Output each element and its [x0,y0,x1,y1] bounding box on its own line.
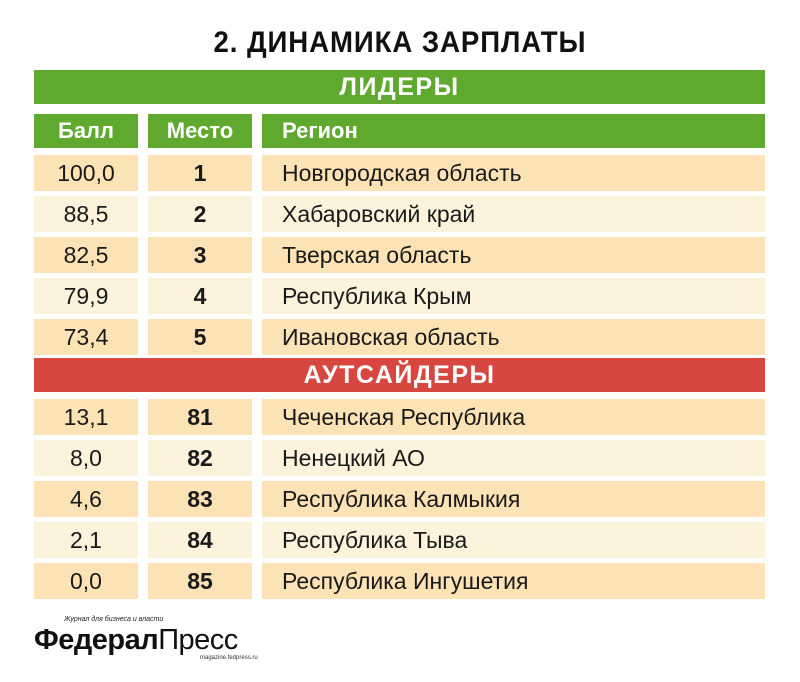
score-cell: 13,1 [34,399,138,435]
region-cell: Ивановская область [262,319,765,355]
region-cell: Новгородская область [262,155,765,191]
region-cell: Хабаровский край [262,196,765,232]
score-cell: 73,4 [34,319,138,355]
column-header-place: Место [148,114,252,148]
place-cell: 84 [148,522,252,558]
score-cell: 0,0 [34,563,138,599]
place-cell: 1 [148,155,252,191]
region-cell: Республика Калмыкия [262,481,765,517]
region-cell: Ненецкий АО [262,440,765,476]
place-cell: 4 [148,278,252,314]
column-header-region: Регион [262,114,765,148]
place-cell: 3 [148,237,252,273]
region-cell: Республика Тыва [262,522,765,558]
score-cell: 2,1 [34,522,138,558]
place-cell: 83 [148,481,252,517]
page-title: 2. ДИНАМИКА ЗАРПЛАТЫ [213,26,587,59]
score-cell: 88,5 [34,196,138,232]
region-cell: Тверская область [262,237,765,273]
score-cell: 82,5 [34,237,138,273]
place-cell: 81 [148,399,252,435]
logo-url: magazine.fedpress.ru [200,655,258,661]
place-cell: 2 [148,196,252,232]
score-cell: 100,0 [34,155,138,191]
logo: ФедералПресс [34,624,238,657]
logo-tagline: Журнал для бизнеса и власти [64,616,164,623]
region-cell: Республика Ингушетия [262,563,765,599]
outsiders-band: АУТСАЙДЕРЫ [34,358,765,392]
region-cell: Республика Крым [262,278,765,314]
column-header-score: Балл [34,114,138,148]
region-cell: Чеченская Республика [262,399,765,435]
score-cell: 79,9 [34,278,138,314]
leaders-band: ЛИДЕРЫ [34,70,765,104]
place-cell: 5 [148,319,252,355]
logo-name-regular: Пресс [158,624,238,656]
score-cell: 4,6 [34,481,138,517]
logo-name-bold: Федерал [34,624,159,656]
place-cell: 85 [148,563,252,599]
score-cell: 8,0 [34,440,138,476]
place-cell: 82 [148,440,252,476]
